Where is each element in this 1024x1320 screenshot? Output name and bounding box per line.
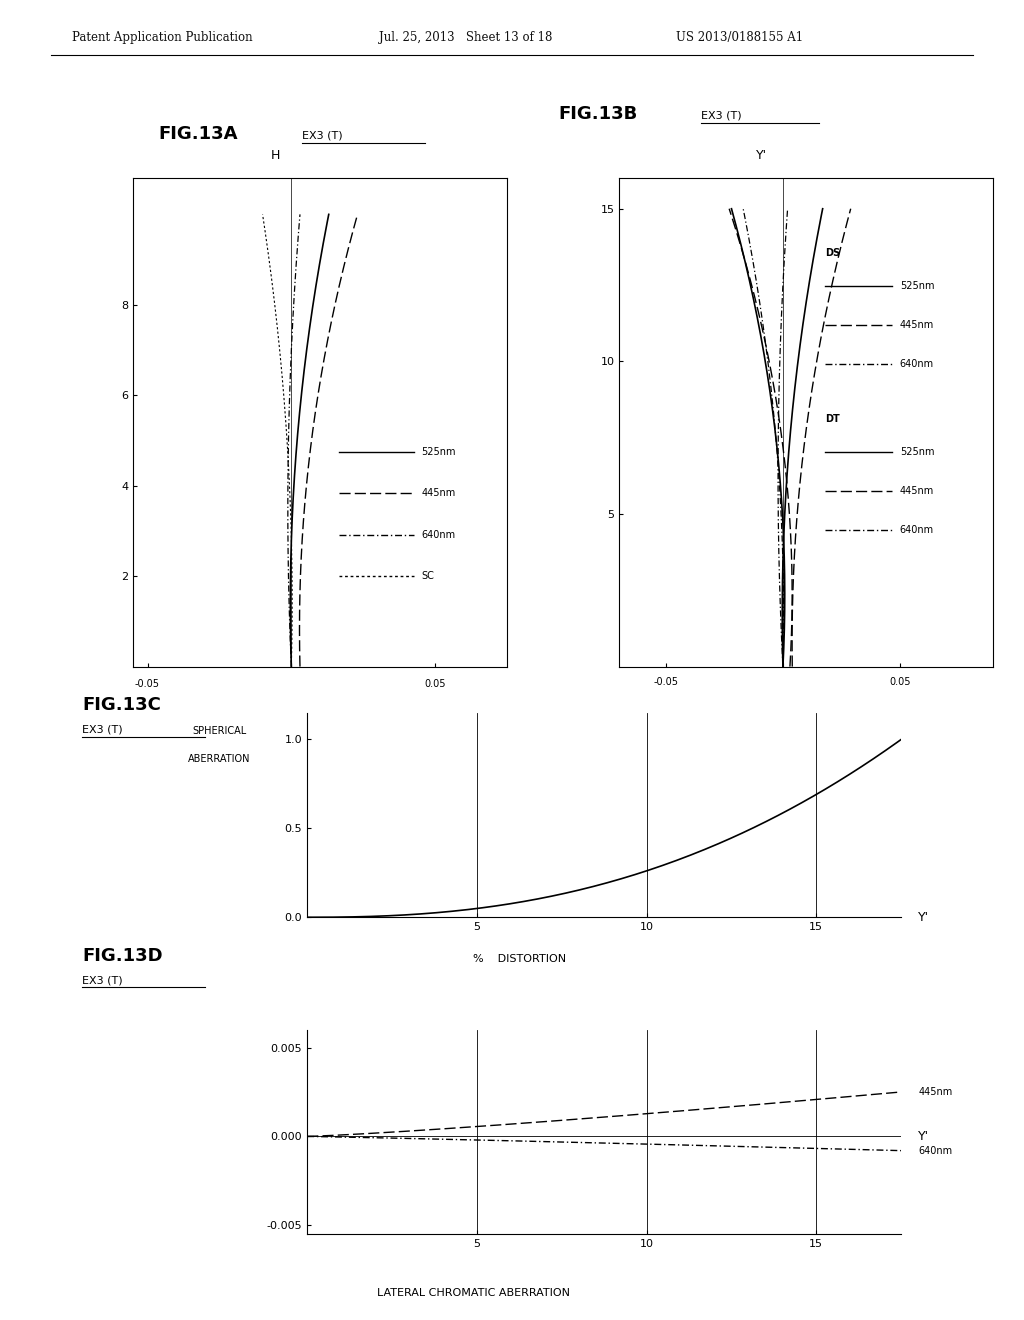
Text: US 2013/0188155 A1: US 2013/0188155 A1 [676,30,803,44]
Text: Y': Y' [919,1130,929,1143]
Text: 640nm: 640nm [421,529,456,540]
Text: 525nm: 525nm [900,281,934,290]
Text: SC: SC [421,572,434,581]
Text: 640nm: 640nm [900,359,934,368]
Text: 525nm: 525nm [900,446,934,457]
Text: 445nm: 445nm [900,319,934,330]
Text: 640nm: 640nm [919,1146,952,1155]
Text: 445nm: 445nm [900,486,934,496]
Text: EX3 (T): EX3 (T) [82,975,123,986]
Text: 0.05: 0.05 [424,678,445,689]
Text: SINE: SINE [401,726,423,737]
Text: ASTIGMATISM: ASTIGMATISM [744,719,821,730]
Text: 0.05: 0.05 [889,677,910,686]
Text: FIG.13C: FIG.13C [82,696,161,714]
Text: 445nm: 445nm [919,1086,952,1097]
Text: -0.05: -0.05 [653,677,679,686]
Text: 445nm: 445nm [421,488,456,498]
Text: -0.05: -0.05 [135,678,160,689]
Text: Jul. 25, 2013   Sheet 13 of 18: Jul. 25, 2013 Sheet 13 of 18 [379,30,552,44]
Text: ABERRATION: ABERRATION [188,754,251,763]
Text: Y': Y' [756,149,767,161]
Text: 525nm: 525nm [421,446,456,457]
Text: H: H [270,149,280,161]
Text: SPHERICAL: SPHERICAL [193,726,247,737]
Text: Y': Y' [919,911,929,924]
Text: CONDITION: CONDITION [384,754,440,763]
Text: LATERAL CHROMATIC ABERRATION: LATERAL CHROMATIC ABERRATION [377,1287,570,1298]
Text: EX3 (T): EX3 (T) [701,111,742,121]
Text: DT: DT [825,414,840,425]
Text: 640nm: 640nm [900,525,934,535]
Text: EX3 (T): EX3 (T) [302,131,343,141]
Text: Patent Application Publication: Patent Application Publication [72,30,252,44]
Text: FIG.13A: FIG.13A [159,124,239,143]
Text: FIG.13D: FIG.13D [82,946,163,965]
Text: EX3 (T): EX3 (T) [82,725,123,735]
Text: %    DISTORTION: % DISTORTION [473,954,566,964]
Text: FIG.13B: FIG.13B [558,104,637,123]
Text: DS: DS [825,248,840,259]
